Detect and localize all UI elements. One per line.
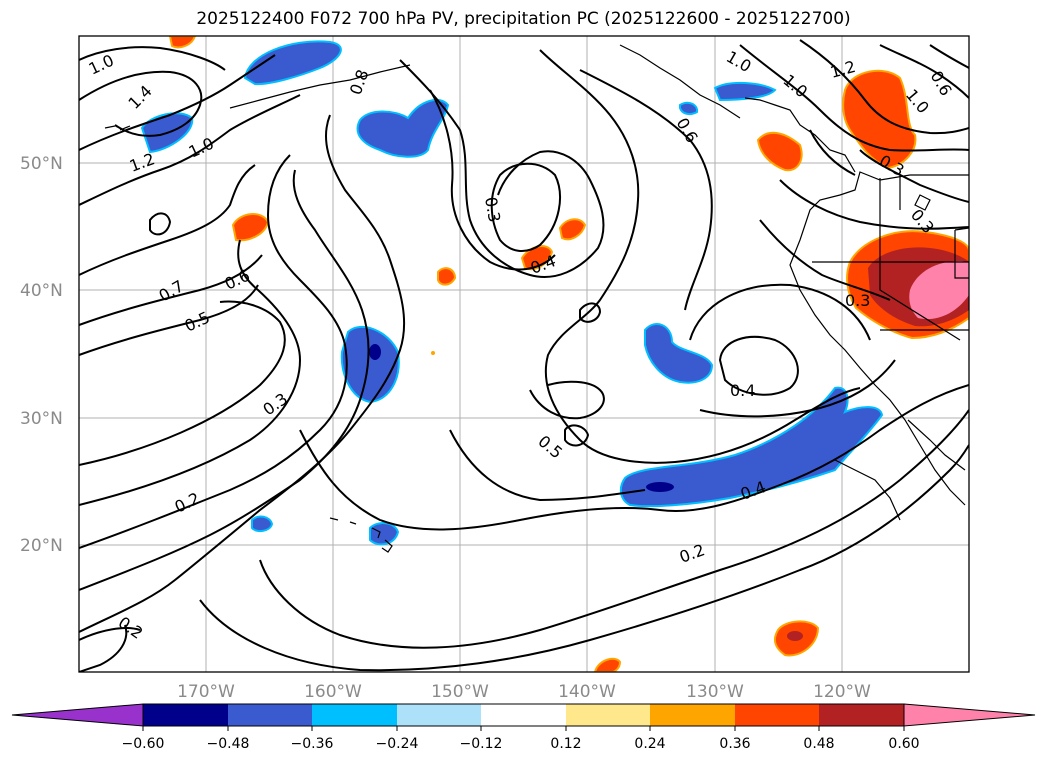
islands: [104, 125, 931, 553]
lat-axis: 50°N 40°N 30°N 20°N: [20, 154, 63, 556]
colorbar-tick-label: 0.12: [550, 736, 581, 752]
pv-contours: [79, 39, 969, 672]
colorbar-extend-min: [11, 703, 144, 727]
lon-tick-label: 160°W: [304, 682, 362, 702]
colorbar-tick-label: 0.24: [634, 736, 665, 752]
lon-tick-label: 130°W: [686, 682, 744, 702]
neg-region: [679, 101, 699, 116]
colorbar-tick-label: −0.48: [207, 736, 250, 752]
colorbar-segment: [397, 704, 481, 726]
lat-tick-label: 20°N: [20, 536, 63, 556]
neg-core: [646, 482, 674, 492]
neg-region: [644, 323, 714, 384]
colorbar-segment: [819, 704, 904, 726]
colorbar-extend-max: [903, 703, 1036, 727]
colorbar-tick-label: −0.24: [376, 736, 419, 752]
colorbar-tick-label: 0.48: [803, 736, 834, 752]
colorbar: −0.60 −0.48 −0.36 −0.24 −0.12 0.12 0.24 …: [11, 703, 1036, 752]
lon-tick-label: 170°W: [177, 682, 235, 702]
colorbar-segment: [650, 704, 735, 726]
pos-region: [756, 131, 803, 172]
neg-region: [243, 40, 342, 86]
colorbar-segment: [143, 704, 228, 726]
colorbar-segment: [566, 704, 650, 726]
colorbar-tick-label: −0.12: [460, 736, 503, 752]
lon-axis: 170°W 160°W 150°W 140°W 130°W 120°W: [177, 682, 871, 702]
neg-region: [713, 81, 777, 102]
lat-tick-label: 30°N: [20, 409, 63, 429]
colorbar-tick-label: −0.36: [291, 736, 334, 752]
map-title: 2025122400 F072 700 hPa PV, precipitatio…: [196, 9, 851, 29]
colorbar-tick-label: 0.36: [719, 736, 750, 752]
pos-dot: [431, 351, 435, 355]
lat-tick-label: 40°N: [20, 281, 63, 301]
map-frame: [78, 35, 970, 673]
pos-region-max: [909, 261, 969, 320]
lon-tick-label: 150°W: [431, 682, 489, 702]
neg-region: [369, 522, 400, 546]
neg-core: [369, 344, 381, 360]
pos-core: [787, 631, 803, 641]
colorbar-segment: [312, 704, 397, 726]
colorbar-segment: [228, 704, 312, 726]
colorbar-segment: [735, 704, 819, 726]
contour-label: 0.4: [730, 381, 755, 400]
lon-tick-label: 120°W: [813, 682, 871, 702]
neg-region: [356, 98, 450, 158]
pos-region: [558, 218, 587, 241]
precip-shading: [140, 36, 969, 672]
lon-tick-label: 140°W: [558, 682, 616, 702]
neg-region: [619, 386, 884, 508]
contour-label: 0.3: [845, 291, 870, 310]
pos-region: [437, 267, 457, 286]
colorbar-segment: [481, 704, 566, 726]
colorbar-tick-label: 0.60: [888, 736, 919, 752]
neg-region: [251, 515, 274, 533]
lat-tick-label: 50°N: [20, 154, 63, 174]
colorbar-tick-label: −0.60: [122, 736, 165, 752]
contour-label: 0.3: [481, 195, 504, 223]
map-area: [79, 36, 969, 672]
